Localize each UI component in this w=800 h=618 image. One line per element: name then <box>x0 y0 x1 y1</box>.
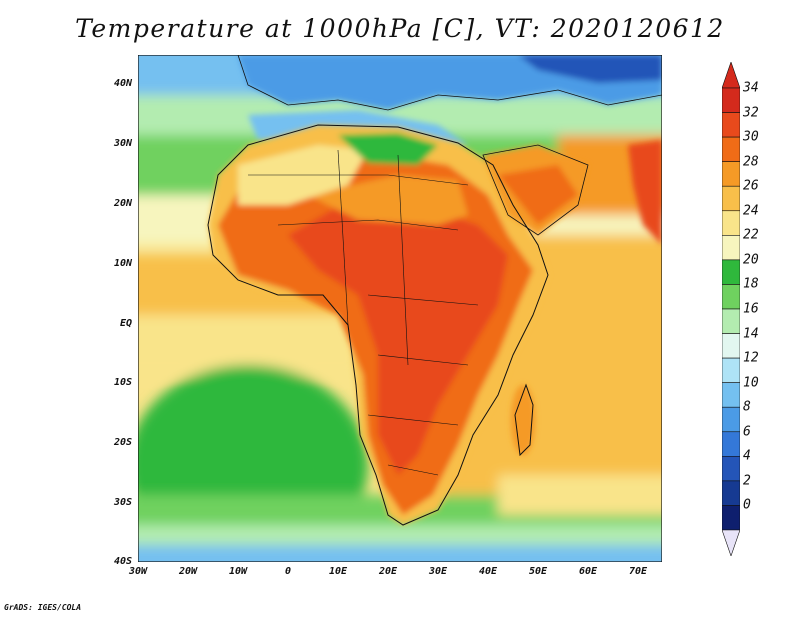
lon-label: 40E <box>478 566 498 577</box>
lat-label: 40N <box>113 78 132 89</box>
colorbar-swatch <box>722 87 740 113</box>
colorbar-swatch <box>722 112 740 138</box>
lon-label: 0 <box>284 566 292 577</box>
colorbar-swatch <box>722 406 740 433</box>
colorbar-swatch <box>722 308 740 334</box>
lon-label: 60E <box>578 566 598 577</box>
colorbar-tick-label: 26 <box>743 178 759 194</box>
lat-label: 30S <box>113 497 132 508</box>
colorbar-swatch <box>722 161 740 187</box>
colorbar-swatch <box>722 480 740 506</box>
colorbar-tick-label: 0 <box>743 497 751 513</box>
colorbar-swatch <box>722 456 740 482</box>
colorbar-swatch <box>722 505 740 531</box>
lat-label: 30N <box>113 138 132 149</box>
colorbar-swatch <box>722 259 740 285</box>
colorbar-tick-label: 32 <box>743 105 759 121</box>
colorbar-tick-label: 10 <box>743 375 759 391</box>
lon-label: 10W <box>228 566 248 577</box>
colorbar-swatch <box>722 431 740 457</box>
colorbar-tick-label: 24 <box>743 203 759 219</box>
lat-label: 40S <box>113 556 132 567</box>
temperature-map <box>138 55 662 562</box>
lat-label: 20S <box>113 437 132 448</box>
colorbar-swatch <box>722 210 740 236</box>
colorbar-tick-label: 14 <box>743 326 759 342</box>
colorbar-swatch <box>722 333 740 359</box>
lon-label: 30W <box>128 566 148 577</box>
colorbar-swatch <box>722 235 740 261</box>
colorbar-under-triangle <box>722 529 740 556</box>
lon-label: 10E <box>328 566 348 577</box>
colorbar-swatch <box>722 136 740 162</box>
colorbar-swatch <box>722 284 740 310</box>
lon-label: 50E <box>528 566 548 577</box>
colorbar-tick-label: 20 <box>743 252 759 268</box>
colorbar-tick-label: 2 <box>743 473 751 489</box>
colorbar-over-triangle <box>722 62 740 89</box>
lon-label: 20E <box>378 566 398 577</box>
colorbar-tick-label: 22 <box>743 227 759 243</box>
lon-label: 30E <box>428 566 448 577</box>
lon-label: 20W <box>178 566 198 577</box>
colorbar-tick-label: 6 <box>743 424 751 440</box>
colorbar-swatch <box>722 185 740 212</box>
lat-label: EQ <box>119 318 132 329</box>
colorbar-tick-label: 4 <box>743 448 751 464</box>
credit-text: GrADS: IGES/COLA <box>4 603 82 612</box>
colorbar-tick-label: 16 <box>743 301 759 317</box>
lat-label: 10S <box>113 377 132 388</box>
colorbar-swatch <box>722 382 740 408</box>
lat-label: 10N <box>113 258 132 269</box>
colorbar-tick-label: 18 <box>743 276 759 292</box>
colorbar-tick-label: 28 <box>743 154 759 170</box>
chart-title: Temperature at 1000hPa [C], VT: 20201206… <box>75 14 725 43</box>
colorbar-tick-label: 34 <box>743 80 759 96</box>
colorbar-tick-label: 8 <box>743 399 751 415</box>
colorbar-swatch <box>722 357 740 383</box>
colorbar-tick-label: 30 <box>743 129 759 145</box>
lat-label: 20N <box>113 198 132 209</box>
colorbar-tick-label: 12 <box>743 350 759 366</box>
colorbar <box>722 62 740 556</box>
lon-label: 70E <box>628 566 648 577</box>
